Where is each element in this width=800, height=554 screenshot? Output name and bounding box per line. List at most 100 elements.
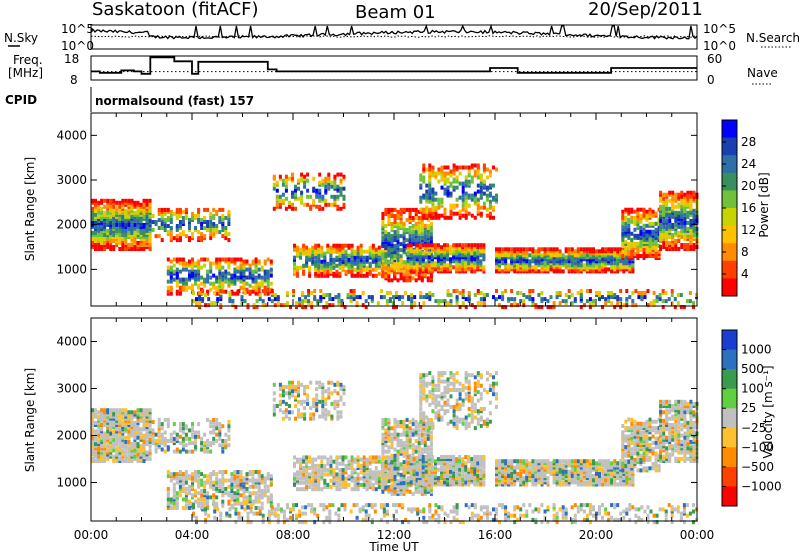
echo-cell [291,393,294,398]
echo-cell [347,243,351,248]
echo-cell [97,243,101,247]
echo-cell [341,470,345,475]
echo-cell [115,408,119,413]
echo-cell [133,456,137,461]
echo-cell [194,489,197,493]
echo-cell [330,391,334,396]
echo-cell [248,472,252,477]
echo-cell [309,380,313,385]
echo-cell [181,474,185,479]
echo-cell [639,243,643,248]
echo-cell [396,209,400,214]
echo-cell [350,251,354,256]
echo-cell [395,305,398,310]
colorbar-tick-label: 20 [741,179,756,193]
echo-cell [160,226,164,230]
echo-cell [172,236,176,241]
nsky-series [90,23,698,40]
echo-cell [356,457,360,462]
echo-cell [203,491,207,496]
echo-cell [393,244,397,249]
echo-cell [118,212,122,217]
echo-cell [452,203,456,208]
echo-cell [329,265,333,270]
echo-cell [417,216,421,220]
echo-cell [191,493,194,498]
echo-cell [294,184,297,189]
echo-cell [245,495,249,500]
echo-cell [139,222,143,227]
echo-cell [320,470,324,475]
echo-cell [624,239,628,244]
echo-cell [124,412,128,417]
echo-cell [197,236,201,241]
echo-cell [610,265,614,270]
echo-cell [97,433,101,438]
echo-cell [278,393,282,398]
echo-cell [324,412,328,417]
echo-cell [269,476,273,481]
echo-cell [433,247,437,252]
echo-cell [248,478,252,483]
echo-cell [349,299,353,304]
echo-cell [197,218,201,222]
echo-cell [610,301,614,306]
echo-cell [443,215,447,220]
echo-cell [254,480,258,485]
echo-cell [136,224,140,229]
echo-cell [201,297,205,302]
echo-cell [197,430,201,435]
echo-cell [245,275,249,280]
echo-cell [106,444,110,449]
echo-cell [251,269,255,274]
echo-cell [130,450,134,455]
echo-cell [191,422,194,427]
echo-cell [673,305,677,310]
echo-cell [437,213,441,218]
echo-cell [218,275,222,280]
echo-cell [335,457,339,462]
echo-cell [181,447,185,452]
echo-cell [206,207,210,212]
echo-cell [304,295,308,300]
echo-cell [209,275,213,280]
echo-cell [342,385,346,389]
echo-cell [127,448,131,453]
echo-cell [181,439,185,443]
echo-cell [326,472,330,477]
echo-cell [91,437,94,442]
echo-cell [398,295,401,300]
echo-cell [318,380,322,385]
echo-cell [172,441,176,446]
echo-cell [645,213,649,218]
echo-cell [579,247,583,252]
echo-cell [561,269,565,274]
echo-cell [482,253,486,258]
echo-cell [178,257,182,262]
echo-cell [659,190,663,195]
echo-cell [308,247,312,252]
echo-cell [640,295,644,300]
echo-cell [289,305,292,310]
echo-cell [621,254,625,258]
echo-cell [236,484,240,489]
echo-cell [115,446,119,451]
echo-cell [228,291,232,295]
echo-cell [97,420,101,425]
echo-cell [115,454,119,459]
echo-cell [181,281,185,286]
echo-cell [188,224,191,228]
echo-cell [362,474,366,479]
echo-cell [218,480,222,485]
echo-cell [215,480,219,485]
echo-cell [399,212,403,216]
echo-cell [303,416,307,421]
echo-cell [625,289,629,293]
echo-cell [467,297,471,302]
echo-cell [248,289,252,294]
echo-cell [296,253,299,258]
echo-cell [203,283,207,288]
echo-cell [342,194,346,199]
echo-cell [263,269,267,274]
echo-cell [296,472,299,477]
